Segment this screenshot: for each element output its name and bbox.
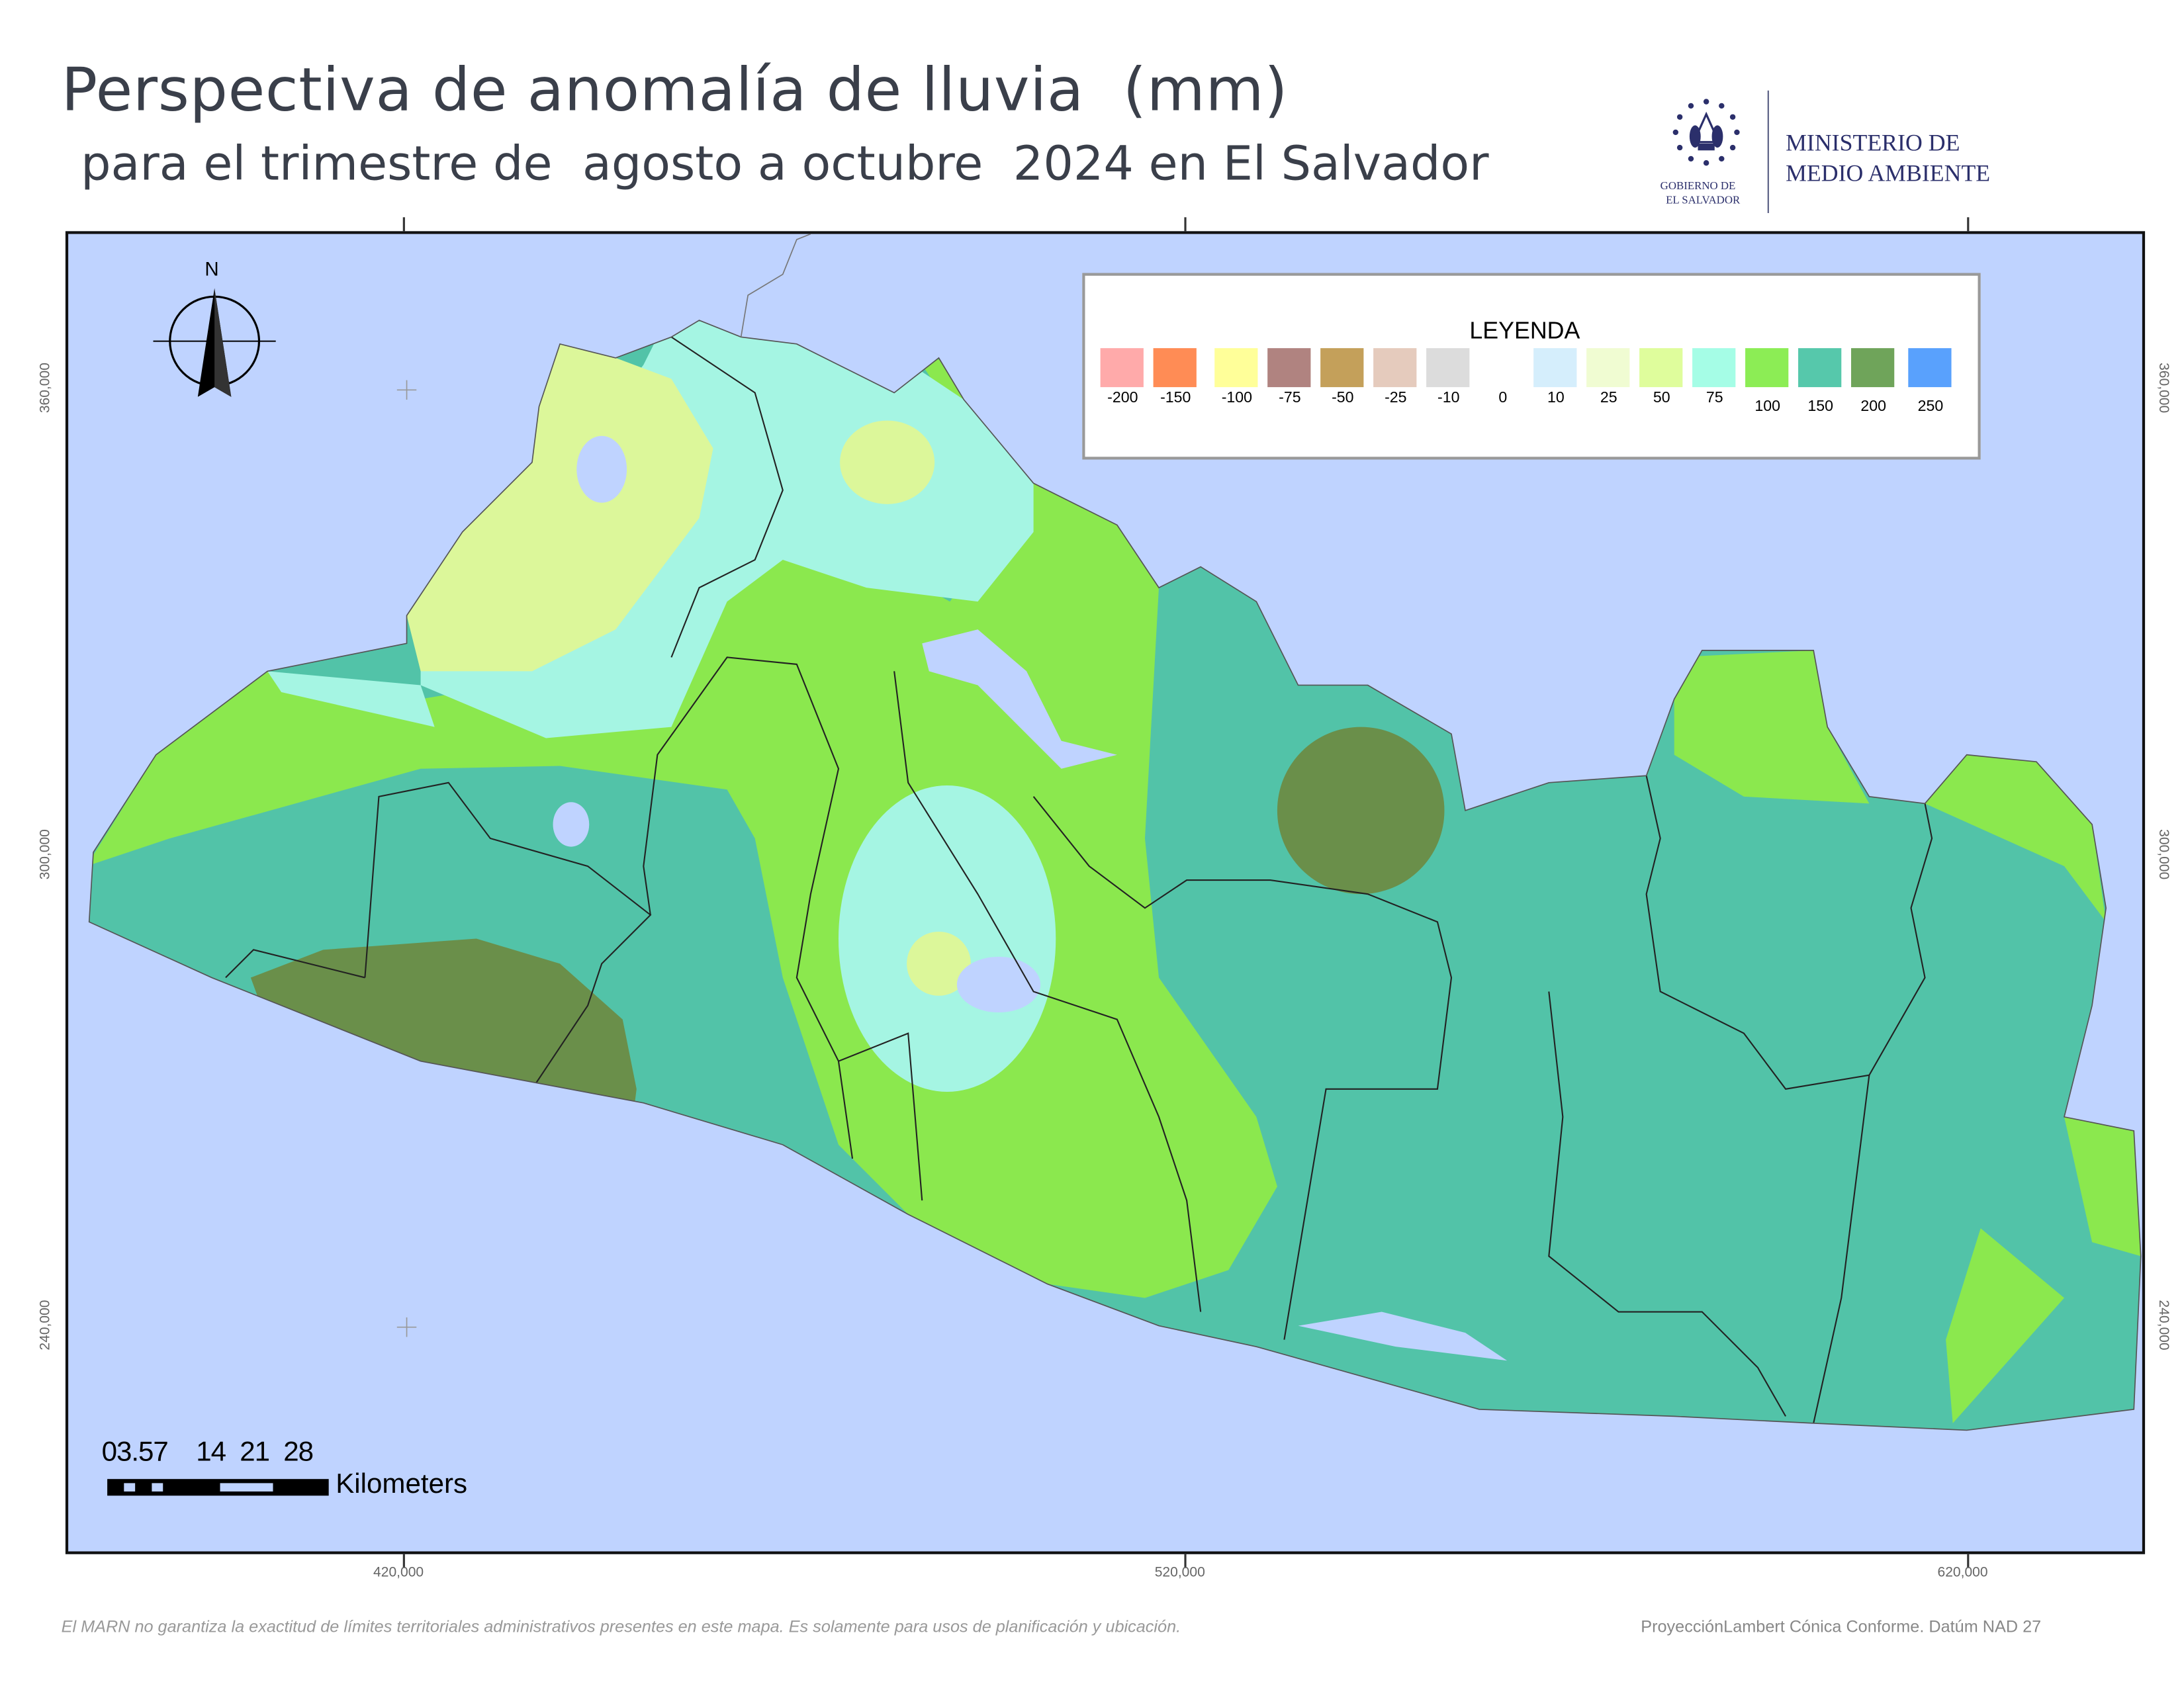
scale-bar — [107, 1479, 329, 1496]
legend-swatch — [1851, 348, 1895, 388]
legend-swatch — [1214, 348, 1258, 388]
legend-label: 10 — [1547, 390, 1565, 407]
legend-label: 100 — [1754, 398, 1781, 416]
rain-anomaly-map — [88, 234, 2142, 1431]
x-tick-label: 520,000 — [1154, 1565, 1205, 1581]
legend-swatch — [1533, 348, 1577, 388]
coat-of-arms-icon — [1672, 99, 1740, 166]
legend-label: 50 — [1653, 390, 1670, 407]
legend-label: 150 — [1807, 398, 1834, 416]
scale-bar-unit: Kilometers — [336, 1469, 468, 1500]
legend-label: -100 — [1221, 390, 1253, 407]
legend-label: -150 — [1160, 390, 1191, 407]
page-subtitle: para el trimestre de agosto a octubre 20… — [81, 136, 1489, 193]
page-title: Perspectiva de anomalía de lluvia (mm) — [61, 56, 1289, 126]
gov-line2: EL SALVADOR — [1666, 193, 1741, 206]
legend-label: -50 — [1332, 390, 1354, 407]
legend-label: 250 — [1917, 398, 1944, 416]
legend-swatch — [1798, 348, 1842, 388]
legend-label: -10 — [1437, 390, 1460, 407]
lake-guija — [576, 435, 627, 503]
zone-100mm-e — [1925, 754, 2107, 922]
ministry-line2: MEDIO AMBIENTE — [1786, 160, 1991, 187]
department-boundaries — [225, 336, 1933, 1424]
legend-label: -75 — [1279, 390, 1301, 407]
legend-label: -200 — [1107, 390, 1138, 407]
legend-swatch — [1320, 348, 1364, 388]
y-tick-label: 240,000 — [2155, 1300, 2171, 1351]
legend-swatch — [1908, 348, 1952, 388]
legend-swatch — [1586, 348, 1630, 388]
disclaimer: El MARN no garantiza la exactitud de lím… — [61, 1617, 1181, 1636]
legend-swatch — [1267, 348, 1311, 388]
zone-200mm-east — [1277, 727, 1445, 895]
legend-label: 25 — [1600, 390, 1617, 407]
y-tick-label: 360,000 — [2155, 363, 2171, 414]
zone-75mm-w — [267, 671, 435, 727]
legend-label: 200 — [1860, 398, 1886, 416]
legend-label: -25 — [1385, 390, 1407, 407]
zone-100mm-se — [1946, 1116, 2141, 1423]
zone-50mm — [406, 343, 713, 672]
reservoir-cerron-grande — [922, 629, 1117, 769]
legend-swatch — [1692, 348, 1736, 388]
y-tick-label: 300,000 — [38, 829, 54, 880]
border-line — [740, 234, 811, 337]
x-tick-label: 620,000 — [1937, 1565, 1988, 1581]
lake-ilopango — [956, 956, 1041, 1013]
legend-swatch — [1373, 348, 1417, 388]
legend: LEYENDA -200 -150 -100 -75 -50 -25 -10 0 10 25 50 7… — [1082, 273, 1981, 460]
y-tick-label: 360,000 — [38, 363, 54, 414]
legend-swatch — [1100, 348, 1144, 388]
legend-title: LEYENDA — [1469, 317, 1580, 344]
scale-bar-numbers: 03.57 14 21 28 — [101, 1437, 314, 1468]
projection-note: ProyecciónLambert Cónica Conforme. Datúm… — [1641, 1617, 2042, 1636]
legend-swatch — [1639, 348, 1683, 388]
north-label: N — [205, 257, 219, 281]
y-tick-label: 240,000 — [38, 1300, 54, 1351]
zone-50mm-center — [907, 931, 971, 996]
zone-50mm-n — [840, 420, 935, 504]
ministry-line1: MINISTERIO DE — [1786, 129, 1960, 156]
graticule-crosses — [396, 380, 417, 1337]
legend-swatch — [1153, 348, 1197, 388]
logo-divider — [1767, 90, 1769, 214]
lake-coatepeque — [553, 802, 590, 847]
x-tick-label: 420,000 — [373, 1565, 424, 1581]
north-arrow-icon — [153, 288, 276, 397]
legend-label: 0 — [1498, 390, 1508, 407]
legend-swatch — [1480, 348, 1524, 388]
legend-label: 75 — [1706, 390, 1723, 407]
legend-swatch — [1745, 348, 1789, 388]
legend-swatch — [1426, 348, 1470, 388]
gov-line1: GOBIERNO DE — [1660, 179, 1736, 193]
bay-jiquilisco — [1298, 1311, 1508, 1361]
y-tick-label: 300,000 — [2155, 829, 2171, 880]
